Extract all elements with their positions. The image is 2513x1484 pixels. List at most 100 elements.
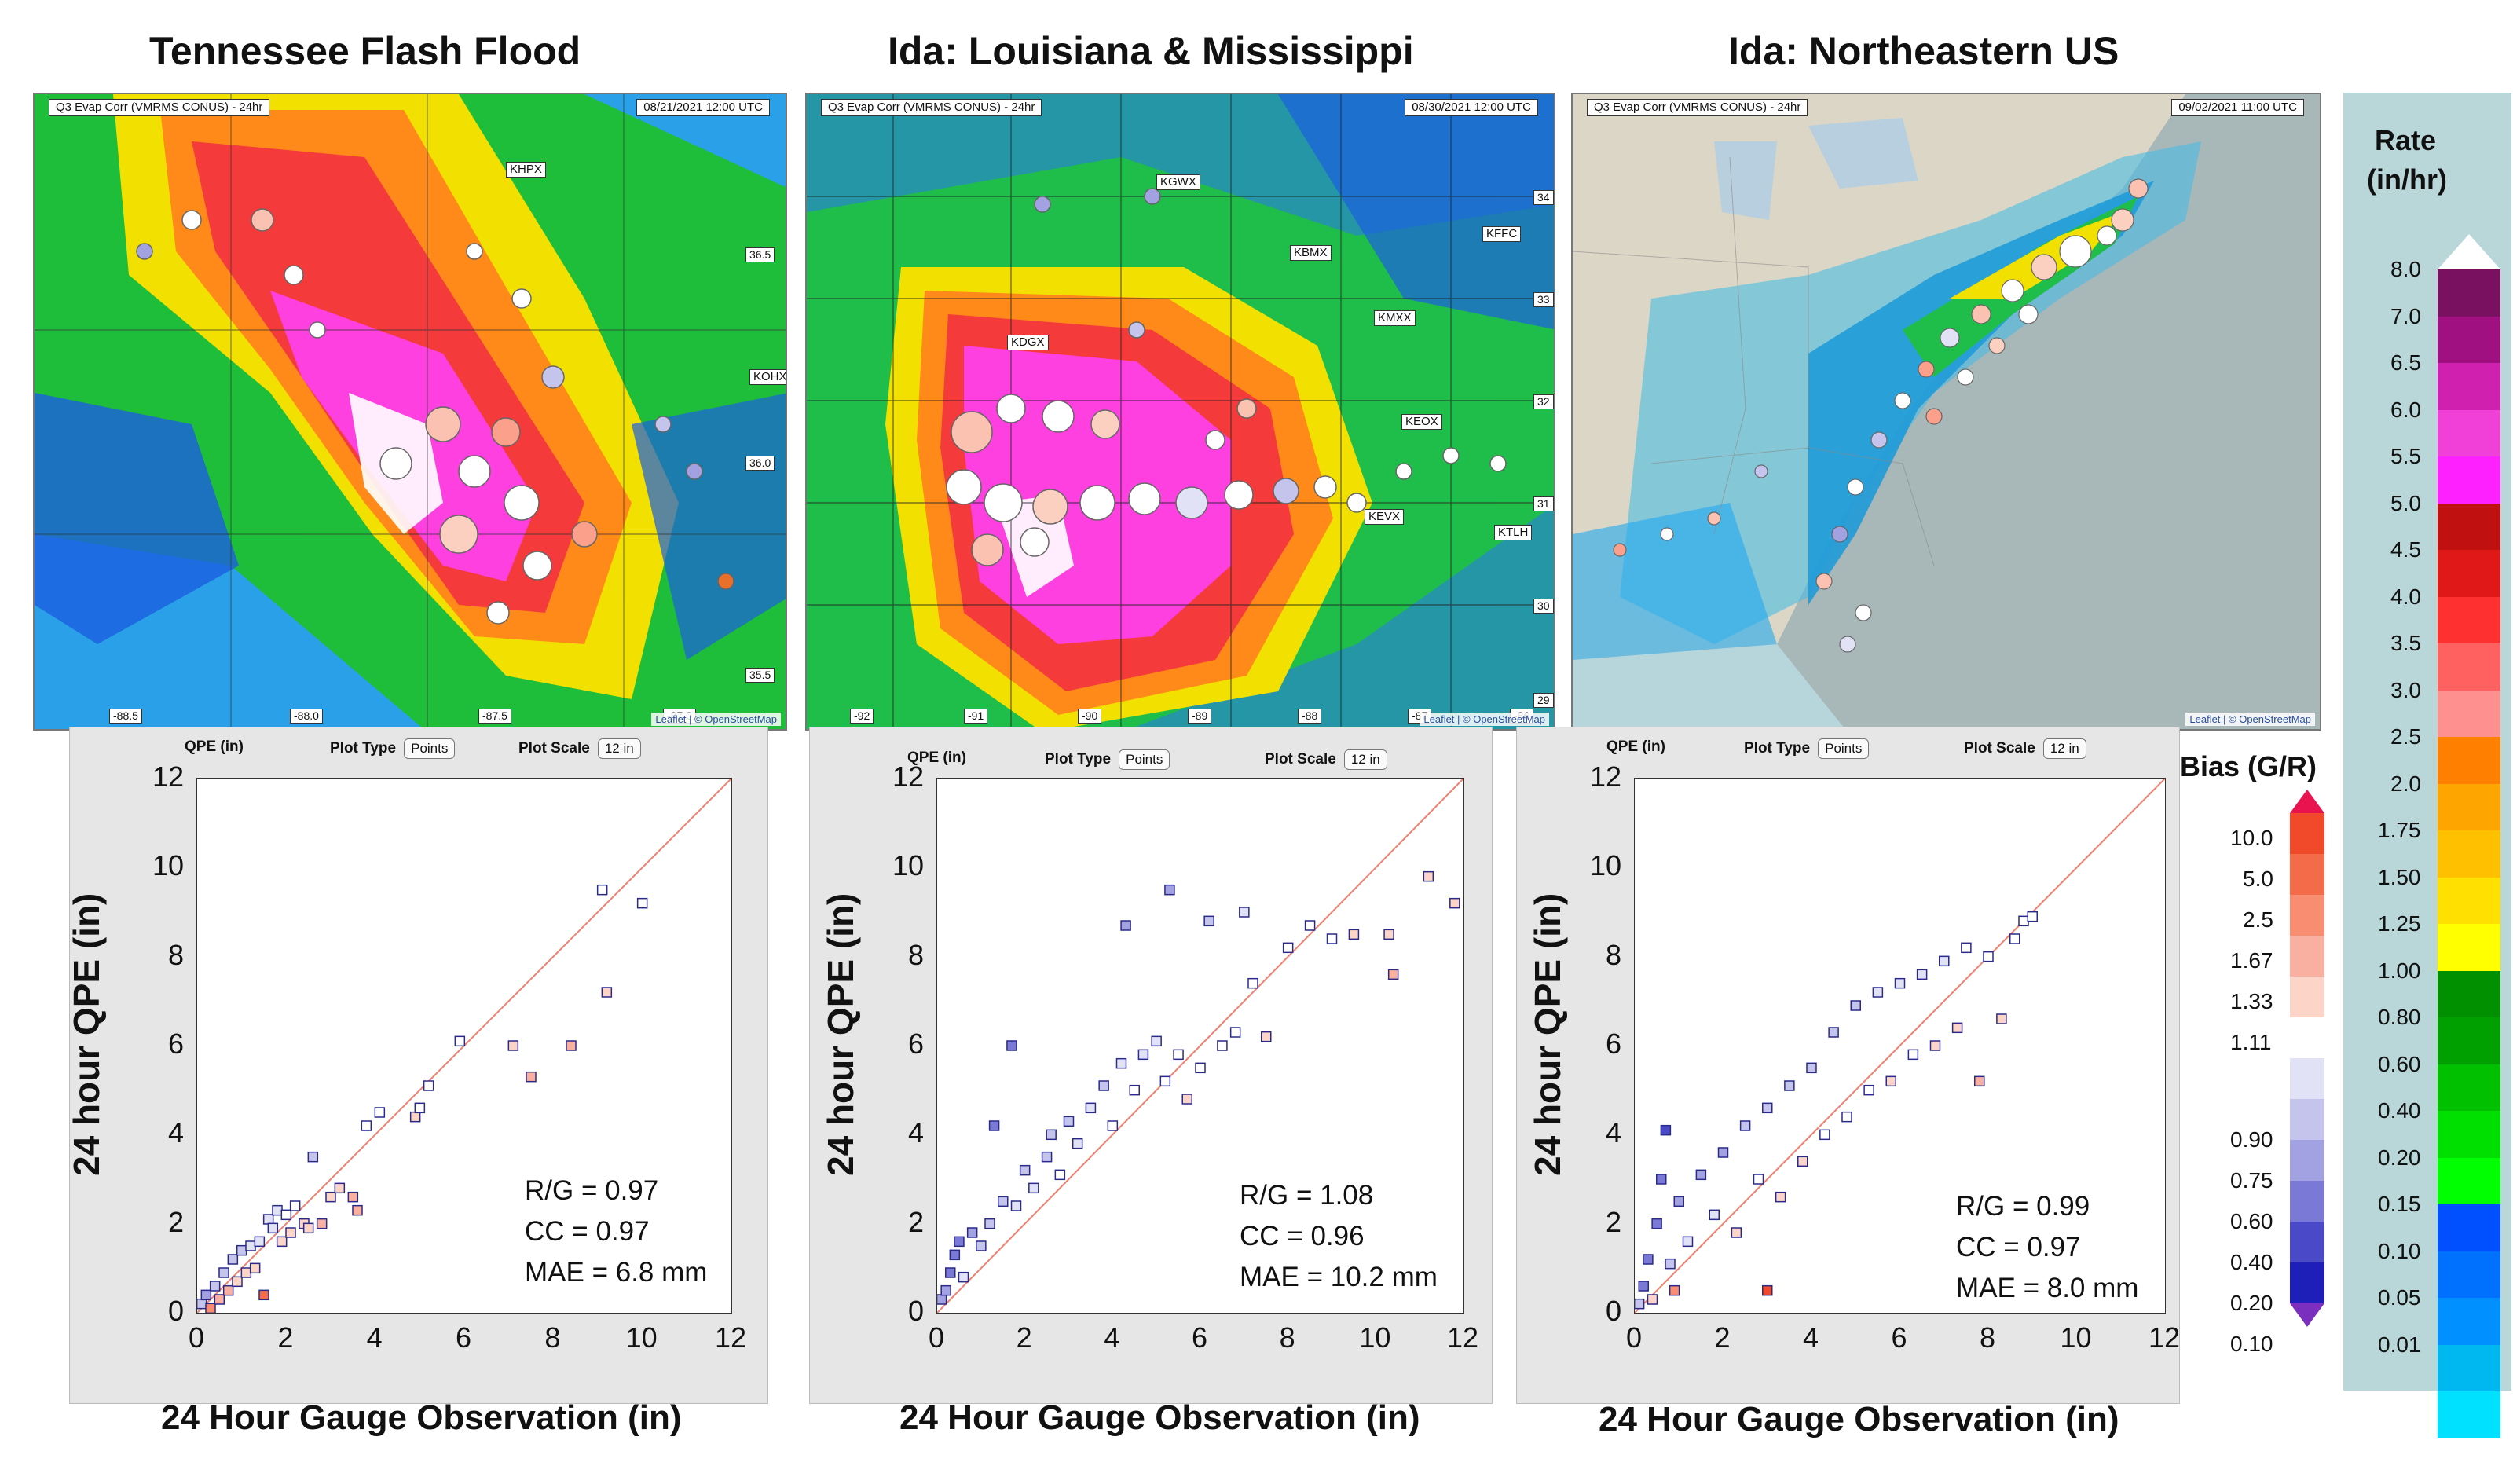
bias-legend-top-arrow: [2290, 790, 2324, 813]
rate-legend-label: 5.5: [2390, 444, 2421, 468]
map-tennessee[interactable]: Q3 Evap Corr (VMRMS CONUS) - 24hr 08/21/…: [33, 93, 787, 731]
x-axis-label: 24 Hour Gauge Observation (in): [1599, 1400, 2119, 1438]
plot-type-control[interactable]: Plot Type Points: [1045, 749, 1170, 770]
plot-scale-select[interactable]: 12 in: [597, 738, 641, 759]
rate-legend-swatch: [2438, 643, 2500, 691]
qpe-control-label: QPE (in): [185, 738, 244, 755]
y-tick-label: 12: [152, 760, 185, 793]
scatter-point: [601, 987, 613, 998]
rate-legend-swatch: [2438, 1298, 2500, 1345]
scatter-point: [1046, 1129, 1057, 1141]
scatter-point: [254, 1236, 266, 1248]
plot-type-control[interactable]: Plot Type Points: [330, 738, 456, 759]
rate-legend-label: 7.0: [2390, 303, 2421, 328]
scatter-point: [1916, 969, 1928, 980]
scatter-point: [1282, 942, 1294, 954]
plot-scale-control[interactable]: Plot Scale 12 in: [1964, 738, 2086, 759]
scatter-point: [1647, 1294, 1658, 1305]
rate-legend-swatch: [2438, 1111, 2500, 1158]
bias-legend-label: 0.75: [2230, 1168, 2273, 1193]
scatter-point: [1731, 1227, 1742, 1238]
x-tick-label: 8: [1980, 1321, 1996, 1354]
x-tick-label: 6: [1192, 1321, 1208, 1354]
y-tick-label: 6: [1606, 1028, 1622, 1060]
panel-title-ida-ne: Ida: Northeastern US: [1728, 29, 2119, 73]
radar-field-tennessee: [35, 94, 786, 729]
x-tick-label: 10: [625, 1321, 658, 1354]
x-tick-label: 4: [1803, 1321, 1819, 1354]
scatter-point: [1239, 907, 1250, 918]
scatter-point: [1709, 1209, 1720, 1221]
y-tick-label: 8: [168, 938, 185, 971]
plot-type-select[interactable]: Points: [1119, 749, 1170, 770]
plot-type-label: Plot Type: [330, 740, 397, 757]
stat-mae: MAE = 8.0 mm: [1956, 1273, 2139, 1303]
scatter-point: [966, 1227, 978, 1238]
map-ida-ne[interactable]: Q3 Evap Corr (VMRMS CONUS) - 24hr 09/02/…: [1571, 93, 2321, 731]
stat-cc: CC = 0.96: [1240, 1221, 1365, 1251]
rate-legend-title: Rate: [2375, 124, 2437, 156]
bias-legend-swatch: [2290, 895, 2324, 936]
scatter-point: [1665, 1258, 1676, 1270]
rate-legend-label: 8.0: [2390, 257, 2421, 281]
y-tick-label: 10: [1590, 849, 1622, 882]
x-tick-label: 8: [544, 1321, 561, 1354]
scatter-point: [566, 1040, 577, 1051]
rate-legend-label: 4.0: [2390, 584, 2421, 609]
scatter-point: [954, 1236, 965, 1248]
radar-label: KEVX: [1365, 509, 1405, 525]
lon-label: -88.0: [290, 709, 323, 724]
scatter-point: [374, 1107, 386, 1118]
rate-legend-label: 0.80: [2378, 1005, 2421, 1029]
plot-type-select[interactable]: Points: [404, 738, 456, 759]
rate-legend-swatch: [2438, 596, 2500, 644]
plot-scale-control[interactable]: Plot Scale 12 in: [1265, 749, 1387, 770]
radar-label: KGWX: [1156, 174, 1200, 190]
lon-label: -89: [1188, 709, 1212, 724]
rate-legend-label: 0.05: [2378, 1285, 2421, 1310]
plot-scale-select[interactable]: 12 in: [2042, 738, 2086, 759]
x-tick-label: 8: [1279, 1321, 1295, 1354]
rate-legend-label: 0.01: [2378, 1332, 2421, 1357]
scatter-point: [1638, 1281, 1649, 1292]
x-tick-label: 2: [277, 1321, 294, 1354]
map-attribution[interactable]: Leaflet | © OpenStreetMap: [651, 713, 781, 726]
scatter-point: [1181, 1094, 1192, 1105]
scatter-point: [334, 1182, 346, 1194]
qpe-control-label: QPE (in): [1606, 738, 1665, 755]
plot-scale-label: Plot Scale: [518, 740, 590, 757]
scatter-point: [209, 1281, 221, 1292]
map-ida-la-ms[interactable]: Q3 Evap Corr (VMRMS CONUS) - 24hr 08/30/…: [805, 93, 1555, 731]
x-tick-label: 10: [1359, 1321, 1391, 1354]
map-attribution[interactable]: Leaflet | © OpenStreetMap: [1420, 713, 1549, 726]
lon-label: -88: [1298, 709, 1322, 724]
bias-legend-swatch: [2290, 1140, 2324, 1181]
scatter-point: [409, 1111, 421, 1123]
scatter-point: [1028, 1182, 1039, 1194]
bias-legend-label: 10.0: [2230, 826, 2273, 850]
scatter-point: [200, 1289, 212, 1301]
scatter-point: [998, 1196, 1009, 1207]
scatter-point: [2009, 933, 2020, 944]
bias-legend-label: 0.10: [2230, 1332, 2273, 1356]
scatter-point: [1643, 1254, 1654, 1265]
scatter-point: [1656, 1174, 1667, 1185]
scatter-point: [1872, 987, 1884, 998]
plot-type-control[interactable]: Plot Type Points: [1744, 738, 1870, 759]
y-tick-label: 0: [168, 1295, 185, 1327]
scatter-point: [414, 1102, 426, 1114]
plot-scale-control[interactable]: Plot Scale 12 in: [518, 738, 641, 759]
scatter-point: [1229, 1027, 1241, 1038]
scatter-point: [2018, 915, 2029, 927]
x-tick-label: 12: [1447, 1321, 1479, 1354]
rate-legend: Rate (in/hr) 8.0 7.0 6.5 6.0 5.5 5.0 4.5 4.0 3.5…: [2343, 93, 2511, 1438]
bias-legend-bottom-arrow: [2290, 1303, 2324, 1327]
scatter-point: [316, 1218, 328, 1229]
scatter-point: [1115, 1057, 1127, 1069]
plot-scale-select[interactable]: 12 in: [1343, 749, 1387, 770]
map-product-label: Q3 Evap Corr (VMRMS CONUS) - 24hr: [49, 99, 270, 116]
plot-type-select[interactable]: Points: [1818, 738, 1870, 759]
scatter-point: [1669, 1284, 1680, 1296]
rate-legend-swatch: [2438, 363, 2500, 410]
map-attribution[interactable]: Leaflet | © OpenStreetMap: [2185, 713, 2315, 726]
